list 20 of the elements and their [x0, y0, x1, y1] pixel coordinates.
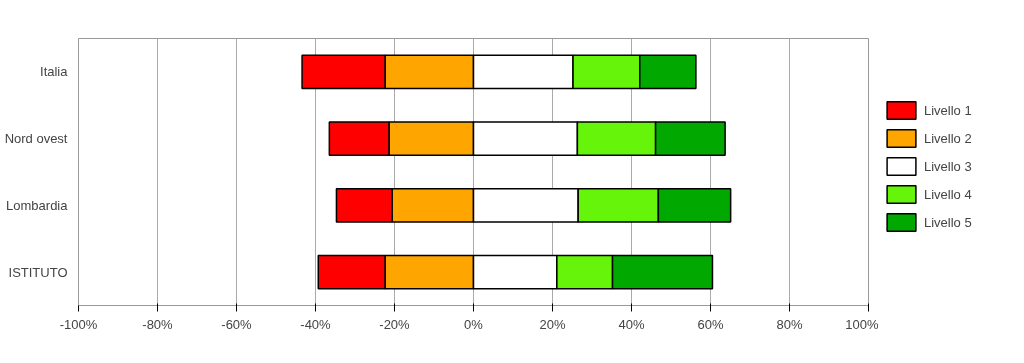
x-tick-label: -20% — [379, 316, 411, 332]
y-tick-label: Italia — [40, 64, 69, 80]
legend-label: Livello 1 — [924, 102, 972, 118]
x-tick-label: -100% — [59, 316, 98, 332]
legend-label: Livello 2 — [924, 130, 972, 146]
x-tick-label: 0% — [464, 316, 484, 332]
x-tick-label: 100% — [845, 316, 879, 332]
x-tick-label: 80% — [776, 316, 803, 332]
x-tick-label: 40% — [618, 316, 645, 332]
y-tick-label: Nord ovest — [4, 131, 68, 147]
x-tick-label: -60% — [221, 316, 253, 332]
y-tick-label: Lombardia — [6, 197, 69, 213]
legend-label: Livello 4 — [924, 186, 972, 202]
x-tick-label: -80% — [142, 316, 174, 332]
legend-label: Livello 5 — [924, 214, 972, 230]
y-tick-label: ISTITUTO — [8, 264, 68, 280]
legend-label: Livello 3 — [924, 158, 972, 174]
x-tick-label: 60% — [697, 316, 724, 332]
x-tick-label: -40% — [300, 316, 332, 332]
x-tick-label: 20% — [539, 316, 566, 332]
